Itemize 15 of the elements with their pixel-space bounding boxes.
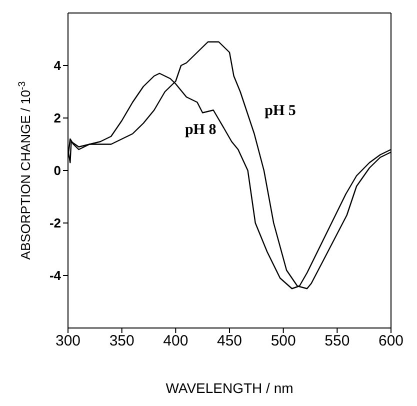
series-label: pH 8: [184, 122, 216, 138]
y-tick-label: -4: [49, 268, 62, 284]
x-tick-label: 450: [216, 332, 242, 350]
x-tick-label: 400: [163, 332, 188, 350]
x-tick-label: 600: [378, 332, 404, 350]
y-tick-label: -2: [49, 216, 61, 231]
y-tick-label: 4: [54, 58, 62, 74]
x-tick-label: 300: [55, 332, 81, 350]
x-tick-label: 550: [324, 332, 350, 350]
y-tick-label: 0: [54, 163, 61, 178]
series-label: pH 5: [264, 103, 296, 120]
y-tick-label: 2: [54, 110, 61, 126]
x-tick-label: 350: [109, 332, 134, 350]
x-axis-title: WAVELENGTH / nm: [166, 380, 294, 396]
x-tick-label: 500: [270, 332, 296, 350]
